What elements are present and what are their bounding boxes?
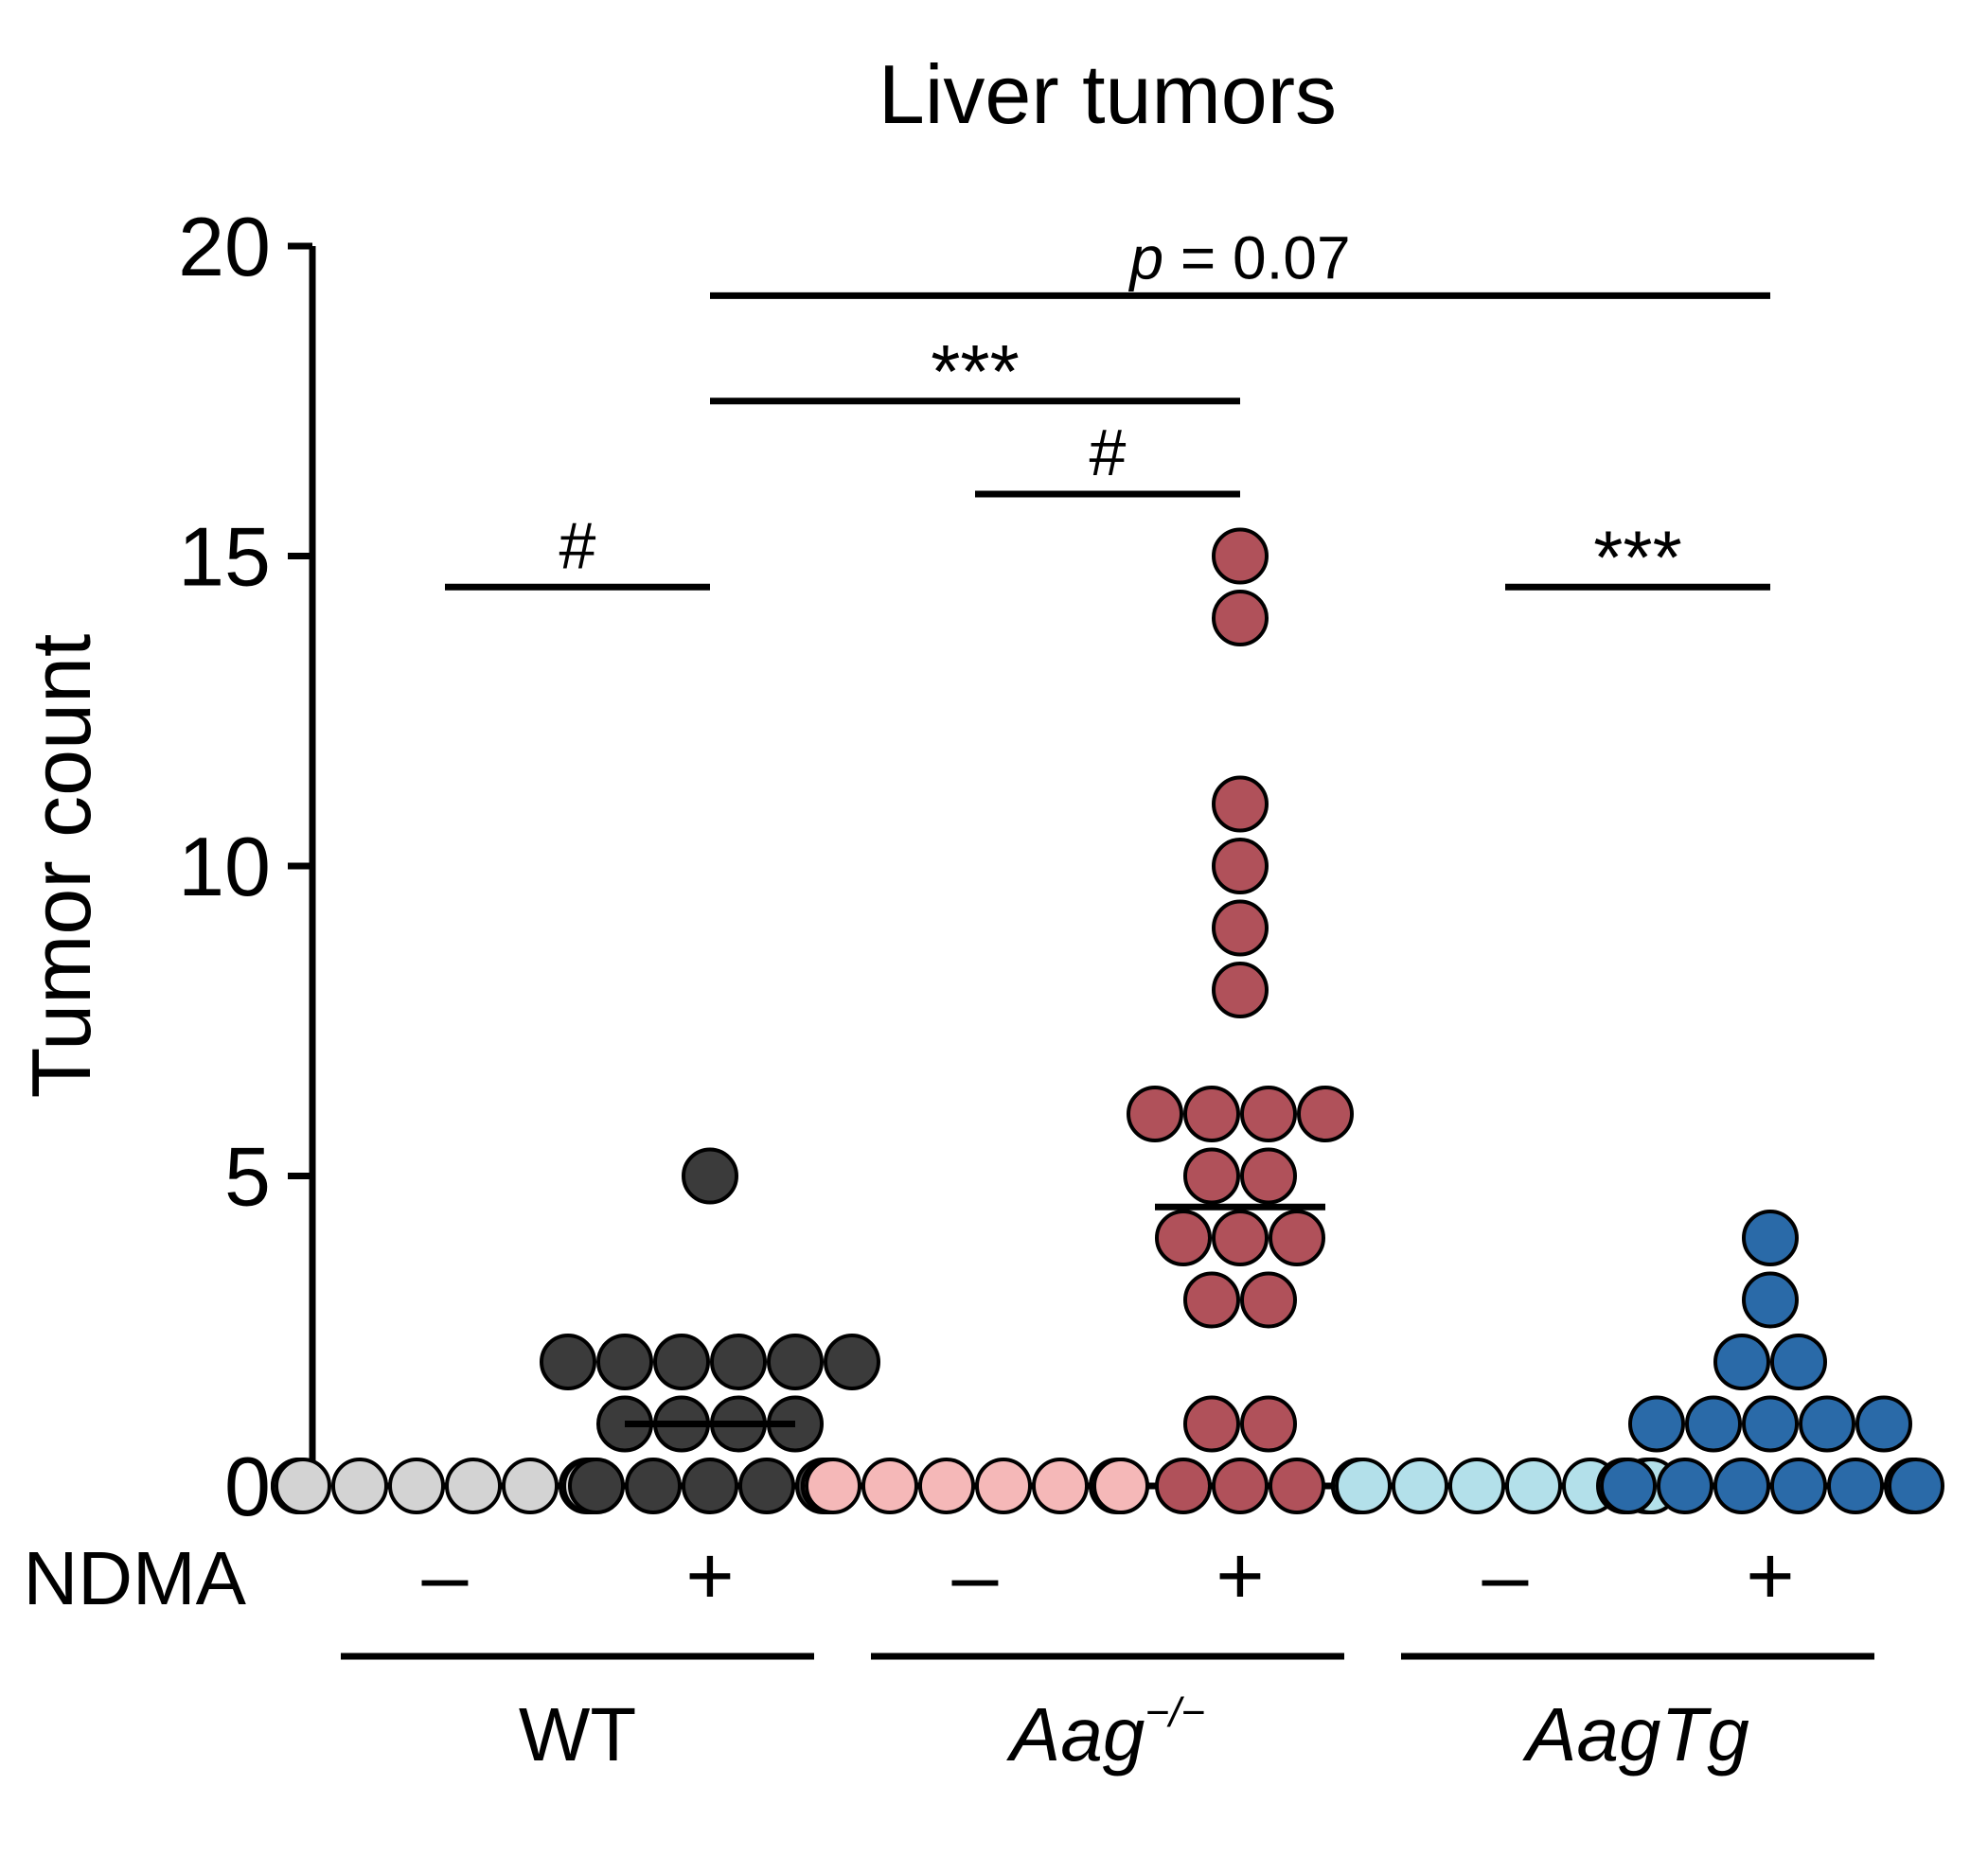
y-tick-label: 20	[178, 200, 271, 293]
data-point	[1242, 1274, 1295, 1327]
data-point	[1214, 778, 1267, 831]
data-point	[1890, 1459, 1943, 1512]
significance-label: #	[559, 508, 596, 582]
data-point	[863, 1459, 916, 1512]
treatment-label: –	[952, 1529, 999, 1622]
data-point	[1857, 1398, 1910, 1451]
genotype-label: AagTg	[1522, 1692, 1749, 1776]
data-point	[807, 1459, 860, 1512]
data-point	[1744, 1211, 1797, 1264]
data-point	[683, 1459, 737, 1512]
data-point	[1507, 1459, 1560, 1512]
significance-label: ***	[931, 329, 1019, 414]
significance-label: ***	[1593, 515, 1681, 599]
data-point	[1185, 1274, 1238, 1327]
data-point	[541, 1335, 595, 1388]
genotype-label: WT	[519, 1692, 636, 1776]
data-point	[1393, 1459, 1447, 1512]
data-point	[390, 1459, 443, 1512]
data-point	[1687, 1398, 1740, 1451]
data-point	[1450, 1459, 1503, 1512]
chart-title: Liver tumors	[879, 47, 1337, 141]
data-point	[1602, 1459, 1655, 1512]
data-point	[740, 1459, 793, 1512]
data-point	[1242, 1087, 1295, 1140]
y-tick-label: 0	[224, 1440, 271, 1533]
data-point	[627, 1459, 680, 1512]
y-tick-label: 10	[178, 820, 271, 913]
data-point	[977, 1459, 1030, 1512]
data-point	[1185, 1398, 1238, 1451]
data-point	[920, 1459, 973, 1512]
treatment-label: +	[685, 1529, 734, 1622]
data-point	[1299, 1087, 1352, 1140]
data-point	[1801, 1398, 1854, 1451]
ndma-label: NDMA	[23, 1536, 246, 1620]
treatment-label: –	[422, 1529, 469, 1622]
data-point	[1214, 1459, 1267, 1512]
data-point	[570, 1459, 623, 1512]
data-point	[598, 1335, 651, 1388]
data-point	[1094, 1459, 1147, 1512]
data-point	[1337, 1459, 1390, 1512]
data-point	[825, 1335, 879, 1388]
data-point	[655, 1335, 708, 1388]
data-point	[1157, 1459, 1210, 1512]
data-point	[1214, 902, 1267, 955]
treatment-label: +	[1746, 1529, 1794, 1622]
data-point	[683, 1150, 737, 1203]
data-point	[1659, 1459, 1712, 1512]
data-point	[769, 1335, 822, 1388]
data-point	[1242, 1150, 1295, 1203]
data-point	[1242, 1398, 1295, 1451]
data-point	[1744, 1398, 1797, 1451]
data-point	[1214, 592, 1267, 645]
treatment-label: +	[1216, 1529, 1264, 1622]
data-point	[1214, 1211, 1267, 1264]
data-point	[1185, 1087, 1238, 1140]
data-point	[447, 1459, 500, 1512]
data-point	[1034, 1459, 1087, 1512]
data-point	[1214, 963, 1267, 1016]
data-point	[1715, 1459, 1768, 1512]
treatment-label: –	[1482, 1529, 1529, 1622]
scatter-chart: Liver tumors 0 5 10 15 20 Tumor count # # *** *** p…	[0, 0, 1988, 1856]
data-point	[276, 1459, 329, 1512]
data-point	[1214, 840, 1267, 893]
data-point	[333, 1459, 386, 1512]
y-tick-label: 15	[178, 509, 271, 603]
y-tick-label: 5	[224, 1129, 271, 1223]
data-point	[1772, 1459, 1825, 1512]
data-point	[1185, 1150, 1238, 1203]
data-point	[504, 1459, 557, 1512]
genotype-label: Aag−/−	[1006, 1689, 1205, 1776]
data-point	[1270, 1459, 1323, 1512]
data-point	[1772, 1335, 1825, 1388]
data-point	[1630, 1398, 1683, 1451]
data-point	[712, 1335, 765, 1388]
data-point	[1157, 1211, 1210, 1264]
data-point	[1744, 1274, 1797, 1327]
data-point	[1829, 1459, 1882, 1512]
data-point	[1715, 1335, 1768, 1388]
y-axis-label: Tumor count	[14, 634, 108, 1099]
chart-container: Liver tumors 0 5 10 15 20 Tumor count # # *** *** p…	[0, 0, 1988, 1856]
data-point	[1270, 1211, 1323, 1264]
significance-label: #	[1090, 415, 1127, 489]
data-point	[1128, 1087, 1181, 1140]
data-point	[1214, 530, 1267, 583]
significance-label: p = 0.07	[1127, 223, 1350, 292]
